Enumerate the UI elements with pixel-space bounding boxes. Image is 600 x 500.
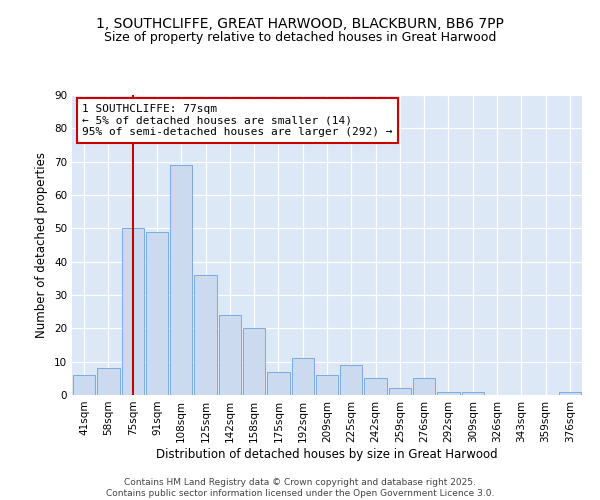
Bar <box>146 232 168 395</box>
X-axis label: Distribution of detached houses by size in Great Harwood: Distribution of detached houses by size … <box>156 448 498 460</box>
Bar <box>243 328 265 395</box>
Bar <box>413 378 436 395</box>
Y-axis label: Number of detached properties: Number of detached properties <box>35 152 49 338</box>
Bar <box>292 358 314 395</box>
Text: 1 SOUTHCLIFFE: 77sqm
← 5% of detached houses are smaller (14)
95% of semi-detach: 1 SOUTHCLIFFE: 77sqm ← 5% of detached ho… <box>82 104 392 137</box>
Bar <box>364 378 387 395</box>
Bar <box>267 372 290 395</box>
Bar <box>340 365 362 395</box>
Bar <box>97 368 119 395</box>
Text: 1, SOUTHCLIFFE, GREAT HARWOOD, BLACKBURN, BB6 7PP: 1, SOUTHCLIFFE, GREAT HARWOOD, BLACKBURN… <box>96 18 504 32</box>
Bar <box>559 392 581 395</box>
Bar <box>170 165 193 395</box>
Bar <box>389 388 411 395</box>
Bar <box>194 275 217 395</box>
Text: Contains HM Land Registry data © Crown copyright and database right 2025.
Contai: Contains HM Land Registry data © Crown c… <box>106 478 494 498</box>
Bar <box>316 375 338 395</box>
Bar <box>218 315 241 395</box>
Bar <box>437 392 460 395</box>
Bar <box>73 375 95 395</box>
Bar <box>122 228 144 395</box>
Bar <box>461 392 484 395</box>
Text: Size of property relative to detached houses in Great Harwood: Size of property relative to detached ho… <box>104 31 496 44</box>
